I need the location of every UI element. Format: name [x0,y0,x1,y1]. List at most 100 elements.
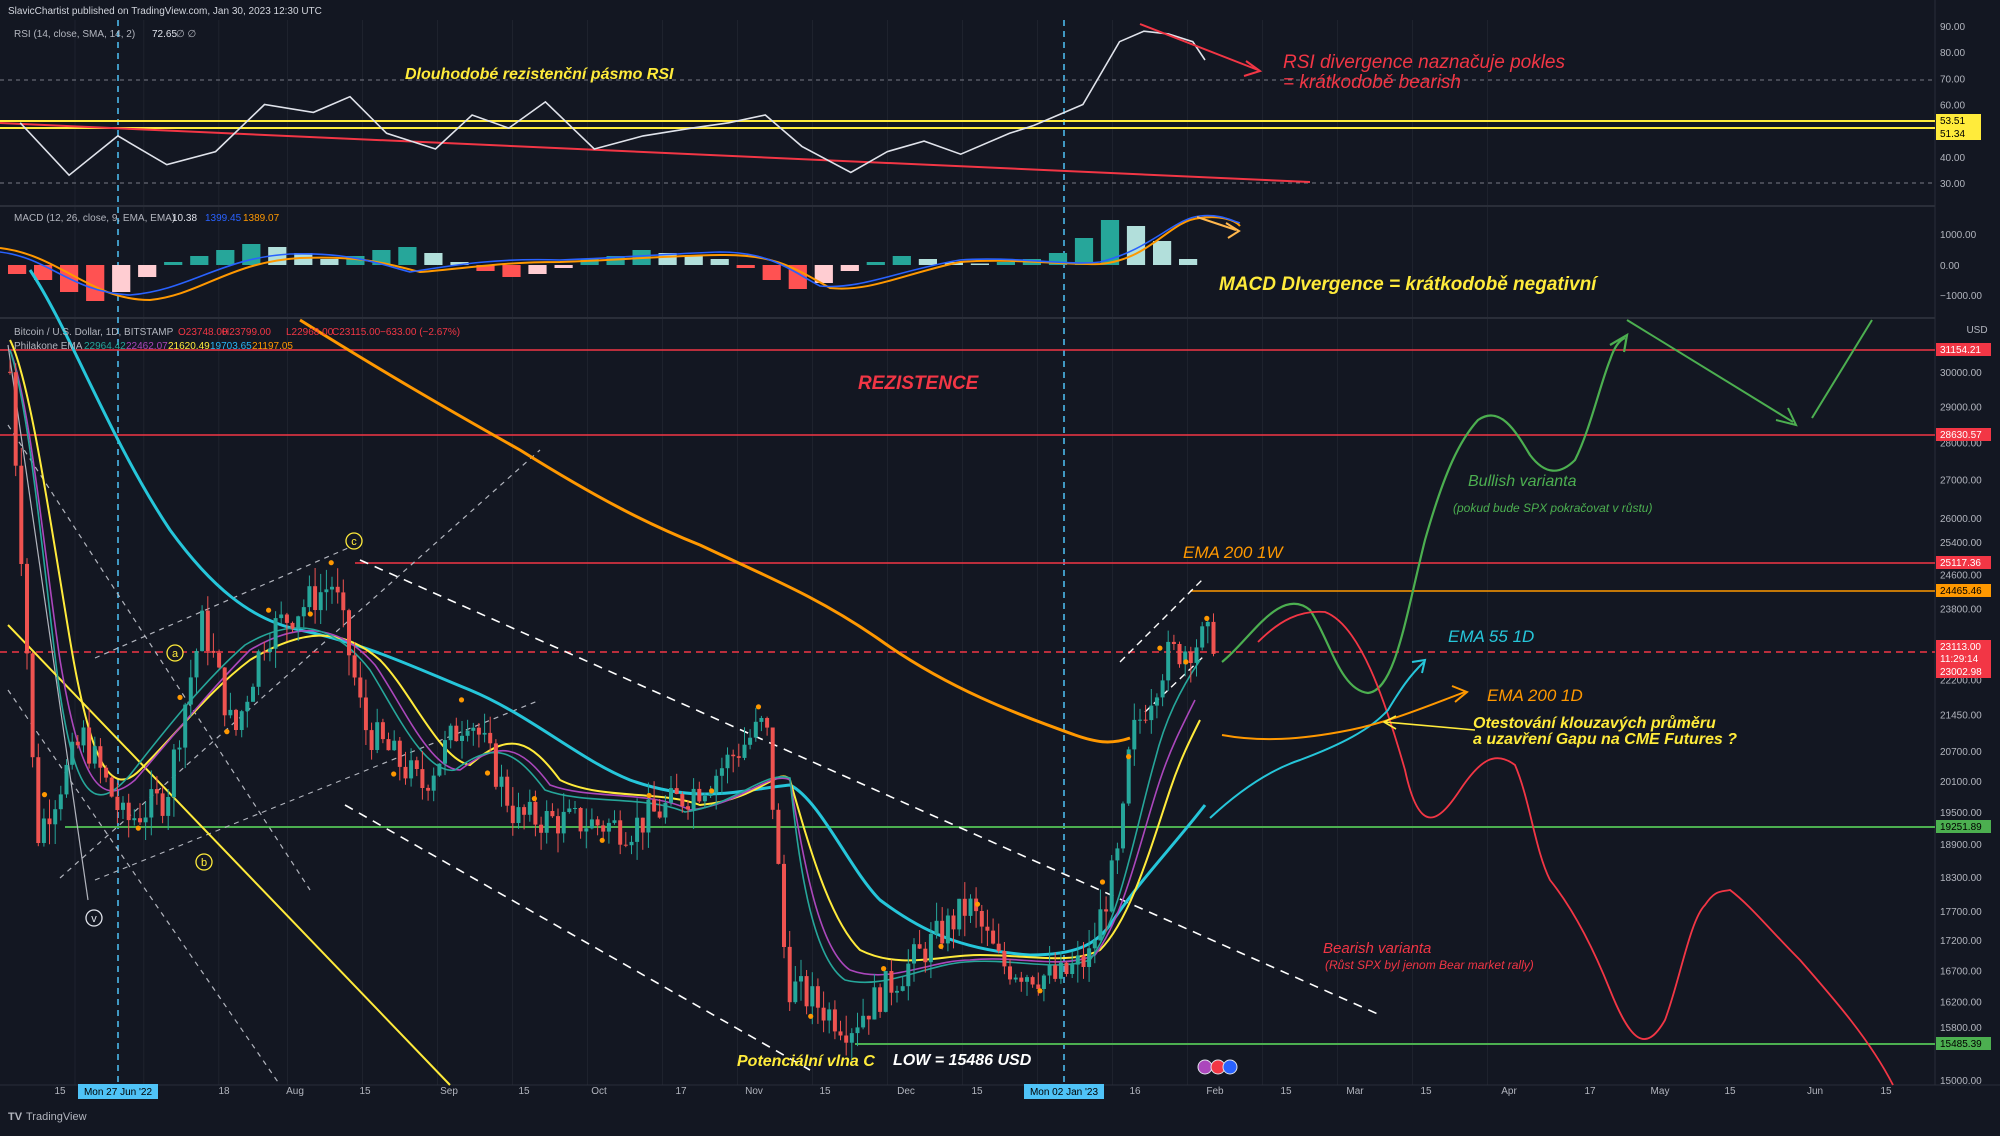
time-tick-label: 15 [1880,1086,1892,1097]
candle-body [392,740,397,751]
time-tick-label: Apr [1501,1086,1517,1097]
candle-body [301,607,306,617]
candle-body [510,805,515,824]
macd-hist-bar [866,262,885,265]
ohlc-high: H23799.00 [222,327,271,338]
ema55-projection-arrow[interactable] [1209,661,1425,819]
candle-body [719,768,724,776]
rsi-divergence-arrow[interactable] [1139,23,1259,71]
candle-body [352,655,357,678]
candle-body [742,744,747,758]
rsi-zone-annotation: Dlouhodobé rezistenční pásmo RSI [405,66,674,83]
candle-body [810,986,815,1007]
candle-body [838,1031,843,1036]
candle-body [782,863,786,947]
rising-channel-upper[interactable] [1119,579,1203,663]
rsi-panel: Dlouhodobé rezistenční pásmo RSI RSI div… [0,23,1935,184]
candle-body [25,563,29,654]
channel-lower-dotted[interactable] [94,699,541,881]
channel-mid-dotted[interactable] [94,544,356,659]
candle-body [928,933,933,963]
price-legend[interactable]: Bitcoin / U.S. Dollar, 1D, BITSTAMP O237… [14,327,460,352]
candle-body [900,986,905,991]
candle-body [234,709,238,730]
wave-marker-a[interactable]: a [166,644,184,662]
candle-body [1019,977,1024,982]
candle-body [1036,984,1041,989]
macd-divergence-arrowhead [1225,222,1241,239]
candle-body [940,920,945,944]
macd-hist-bar [736,265,755,268]
bullish-projection-path[interactable] [1221,336,1626,695]
ema200w-annotation: EMA 200 1W [1183,543,1284,562]
candle-body [121,802,125,810]
candle-body [437,763,442,776]
candle-body [245,701,250,712]
macd-tick-label: −1000.00 [1940,291,1982,302]
candle-body [686,806,690,810]
wave-marker-b[interactable]: b [195,853,213,871]
candle-body [279,614,284,619]
candle-body [544,811,549,833]
candle-body [380,722,385,740]
bullish-annotation: Bullish varianta [1468,473,1577,490]
price-level-label: 25117.36 [1940,558,1981,569]
time-tick-label: Nov [745,1086,763,1097]
wave-marker-v-label: v [91,913,97,925]
price-panel: REZISTENCE EMA 200 1W EMA 55 1D EMA 200 … [0,269,1935,1086]
rsi-trendline[interactable] [0,122,1311,183]
candle-body [296,616,301,629]
candle-body [1132,719,1137,750]
price-level-badge [1936,556,1991,569]
bearish-projection-path[interactable] [1257,610,1894,1086]
ema200-projection-arrow[interactable] [1221,691,1466,741]
candle-body [143,817,148,823]
candle-body [92,746,97,764]
candle-body [550,811,555,817]
descending-channel-upper[interactable] [359,559,1381,1016]
price-axis[interactable]: 90.0080.0070.0060.0050.0040.0030.0053.51… [1936,22,1991,1087]
price-tick-label: 23800.00 [1940,604,1982,615]
event-flags[interactable] [1197,1059,1238,1075]
retest-annotation-1: Otestování klouzavých průměru [1473,715,1716,732]
macd-legend-signal: 1389.07 [243,213,280,224]
candle-body [41,818,46,843]
candle-body [505,776,510,806]
candle-body [759,718,764,722]
pivot-marker [938,943,944,950]
fan-solid[interactable] [7,344,89,901]
bullish-pullback-arrow[interactable] [1626,319,1794,423]
channel-upper-dotted[interactable] [59,449,541,879]
time-axis[interactable]: 15 18 Aug 15 Sep 15 Oct 17 Nov 15 Dec 15 16 Feb 15 Mar 1… [54,1084,1892,1099]
bullish-continuation-line[interactable] [1811,319,1873,419]
candle-body [595,819,600,826]
candle-body [330,586,334,590]
candle-body [460,735,464,741]
price-level-badge [1936,343,1991,356]
candle-body [912,944,916,964]
macd-hist-bar [86,265,105,301]
macd-line [0,214,1241,296]
wave-marker-c[interactable]: c [345,532,363,550]
candle-body [844,1035,849,1043]
rsi-legend[interactable]: RSI (14, close, SMA, 14, 2) 72.65 ∅ ∅ [14,29,196,40]
price-tick-label: 20100.00 [1940,777,1982,788]
candle-body [369,730,374,750]
time-tick-label: Oct [591,1086,607,1097]
macd-legend[interactable]: MACD (12, 26, close, 9, EMA, EMA) 10.38 … [14,213,280,224]
bullish-note: (pokud bude SPX pokračovat v růstu) [1453,501,1652,515]
candle-body [573,808,577,809]
rezistence-annotation: REZISTENCE [858,373,980,394]
macd-divergence-arrow[interactable] [1196,216,1237,231]
candle-body [855,1027,860,1034]
candle-body [132,818,137,821]
pivot-marker [328,560,334,566]
price-level-badge [1936,640,1991,653]
fan-dotted-1[interactable] [7,424,311,891]
wave-marker-v[interactable]: v [85,909,103,927]
retest-pointer-line[interactable] [1384,721,1476,731]
pivot-marker [531,796,538,802]
rsi-legend-value: 72.65 [152,29,177,40]
rsi-tick-label: 40.00 [1940,153,1965,164]
